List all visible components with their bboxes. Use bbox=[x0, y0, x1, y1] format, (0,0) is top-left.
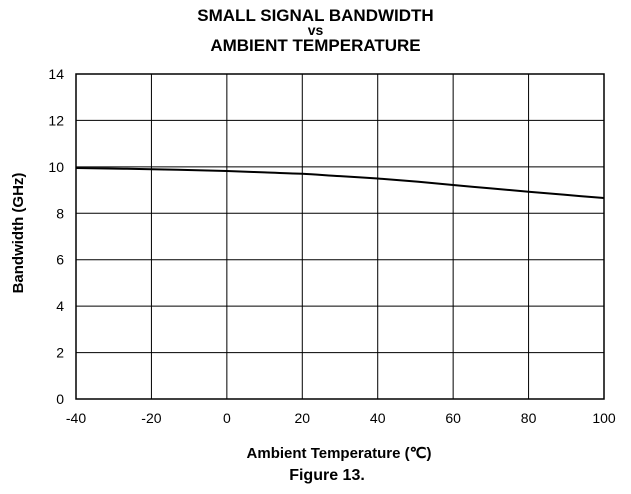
y-tick-label: 14 bbox=[48, 66, 64, 82]
y-axis-label: Bandwidth (GHz) bbox=[10, 173, 27, 294]
y-tick-label: 6 bbox=[56, 252, 64, 268]
x-tick-label: 100 bbox=[592, 410, 616, 426]
bandwidth-series-line bbox=[75, 167, 605, 199]
x-tick-label: 20 bbox=[294, 410, 310, 426]
y-tick-label: 0 bbox=[56, 391, 64, 407]
x-tick-label: 60 bbox=[445, 410, 461, 426]
x-tick-label: -40 bbox=[66, 410, 86, 426]
y-tick-label: 12 bbox=[48, 112, 64, 128]
plot-frame bbox=[75, 73, 605, 400]
chart-title-line-2: vs bbox=[307, 22, 324, 38]
series-layer bbox=[75, 167, 605, 199]
y-tick-label: 4 bbox=[56, 298, 64, 314]
x-tick-label: 80 bbox=[521, 410, 537, 426]
chart-title-line-1: SMALL SIGNAL BANDWIDTH bbox=[197, 6, 434, 25]
grid-lines bbox=[75, 73, 605, 400]
tick-labels: -40 -20 0 20 40 60 80 100 0 2 4 6 8 10 12 14 bbox=[48, 66, 615, 426]
x-tick-label: 40 bbox=[370, 410, 386, 426]
y-tick-label: 8 bbox=[56, 205, 64, 221]
figure-caption: Figure 13. bbox=[289, 467, 365, 484]
y-tick-label: 2 bbox=[56, 345, 64, 361]
x-tick-label: -20 bbox=[141, 410, 161, 426]
chart-title-line-3: AMBIENT TEMPERATURE bbox=[210, 36, 421, 55]
x-axis-label: Ambient Temperature (℃) bbox=[247, 445, 432, 462]
y-tick-label: 10 bbox=[48, 159, 64, 175]
x-tick-label: 0 bbox=[223, 410, 231, 426]
